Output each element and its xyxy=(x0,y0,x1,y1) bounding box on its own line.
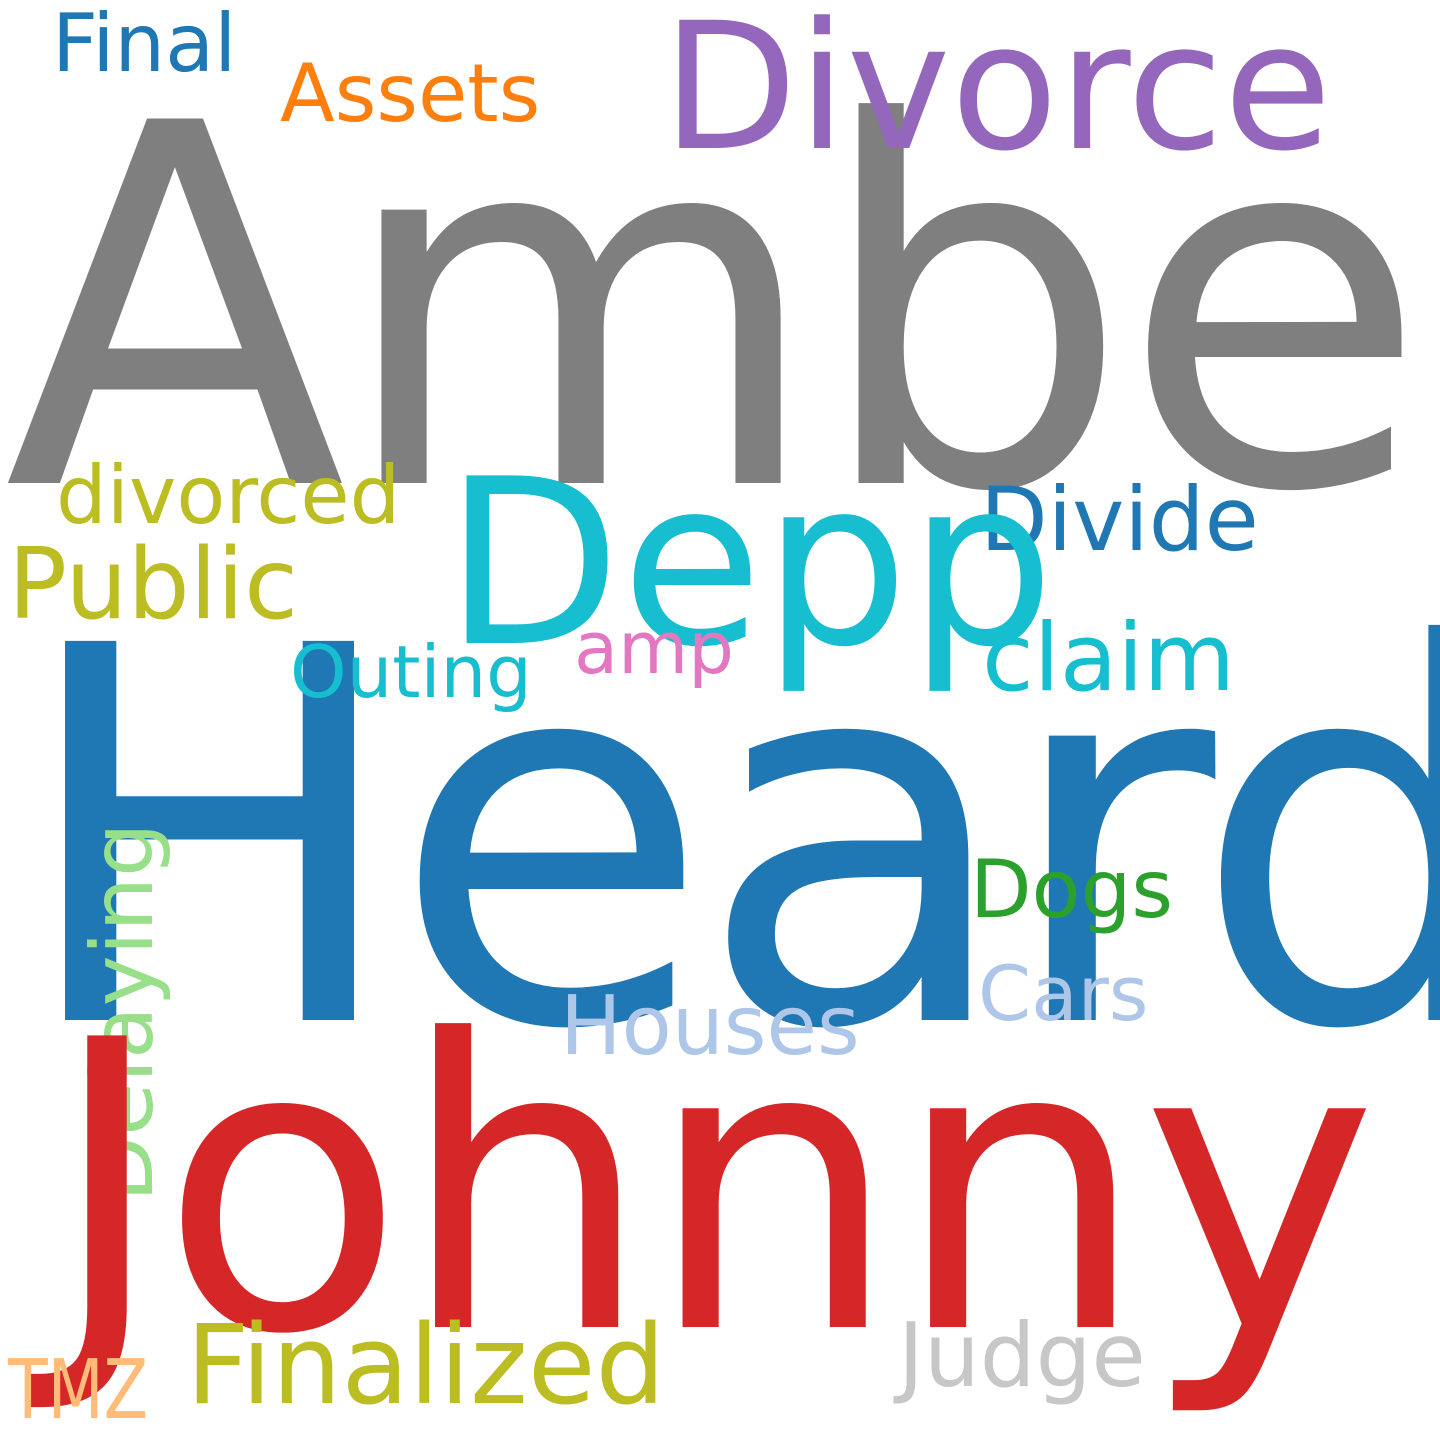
word-assets: Assets xyxy=(280,47,541,140)
word-divorce: Divorce xyxy=(662,0,1332,190)
word-judge: Judge xyxy=(898,1304,1146,1407)
word-tmz: TMZ xyxy=(8,1343,149,1438)
word-houses: Houses xyxy=(560,979,860,1074)
word-divide: Divide xyxy=(980,468,1259,571)
word-public: Public xyxy=(8,528,299,642)
word-dogs: Dogs xyxy=(970,843,1174,936)
word-amp: amp xyxy=(574,606,734,690)
word-amber: Amber xyxy=(4,19,1440,601)
word-cars: Cars xyxy=(978,949,1149,1038)
word-outing: Outing xyxy=(290,630,532,714)
word-heard: Heard xyxy=(14,537,1440,1143)
word-claim: claim xyxy=(982,604,1236,713)
word-depp: Depp xyxy=(444,431,1055,698)
word-johnny: Johnny xyxy=(48,957,1378,1422)
word-final: Final xyxy=(52,0,237,90)
word-divorced: divorced xyxy=(56,449,401,542)
word-finalized: Finalized xyxy=(186,1301,666,1429)
